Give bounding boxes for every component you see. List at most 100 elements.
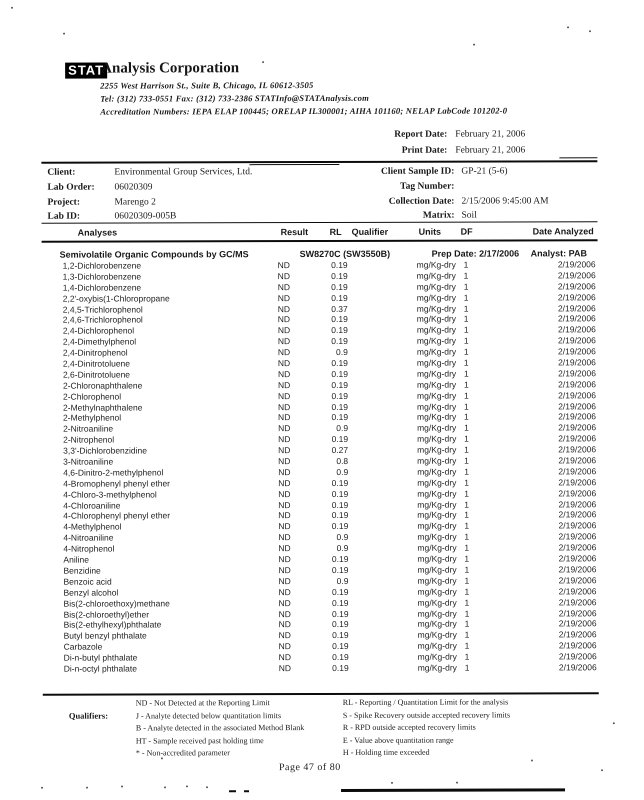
rl-value: 0.19 [331,357,348,368]
df-value: 1 [463,357,469,368]
df-value: 1 [463,270,469,281]
rl-value: 0.19 [331,325,348,336]
scan-noise-dot [530,759,533,762]
date-analyzed-value: 2/19/2006 [558,433,597,444]
client-label: Client: [47,167,76,178]
date-analyzed-value: 2/19/2006 [558,455,597,466]
col-rl: RL [329,226,342,237]
df-value: 1 [463,368,469,379]
divider [41,239,598,243]
rl-value: 0.19 [331,553,349,565]
units-value: mg/Kg-dry [417,597,457,608]
rl-value: 0.8 [336,455,349,466]
date-analyzed-value: 2/19/2006 [558,520,597,531]
units-value: mg/Kg-dry [417,542,457,553]
qualifier-line: R - RPD outside accepted recovery limits [342,722,476,733]
col-analyses: Analyses [77,227,118,238]
col-df: DF [460,226,473,237]
date-analyzed-value: 2/19/2006 [558,487,597,499]
analyte-name: Benzoic acid [63,576,112,587]
result-value: ND [278,521,291,532]
date-analyzed-value: 2/19/2006 [558,357,596,368]
units-value: mg/Kg-dry [417,608,457,619]
df-value: 1 [464,651,470,662]
scan-noise-dot [164,786,167,789]
units-value: mg/Kg-dry [416,379,457,390]
df-value: 1 [463,281,469,292]
df-value: 1 [463,346,469,357]
qualifiers-label: Qualifiers: [68,710,109,721]
divider [41,221,598,224]
client-sample-id-label: Client Sample ID: [381,166,455,177]
rl-value: 0.9 [336,423,349,434]
qualifier-line: * - Non-accredited parameter [135,748,230,758]
analyte-name: 3,3'-Dichlorobenzidine [63,445,147,456]
analyte-name: 2-Nitroaniline [63,423,114,435]
date-analyzed-value: 2/19/2006 [557,302,596,313]
df-value: 1 [464,433,469,444]
analyte-name: 2-Chlorophenol [62,391,122,402]
result-value: ND [277,303,291,314]
analyte-name: 3-Nitroaniline [63,456,114,467]
divider-artifact [249,163,340,166]
rl-value: 0.9 [336,575,349,586]
units-value: mg/Kg-dry [416,281,456,292]
scan-noise-dot [390,781,394,784]
result-value: ND [278,597,291,608]
units-value: mg/Kg-dry [417,564,457,575]
result-value: ND [277,270,290,282]
df-value: 1 [464,608,470,619]
analyte-name: 2,4-Dinitrophenol [62,347,128,358]
rl-value: 0.9 [336,347,348,358]
matrix-label: Matrix: [422,210,455,221]
result-value: ND [278,434,291,445]
company-accreditation: Accreditation Numbers: IEPA ELAP 100445;… [100,105,508,117]
units-value: mg/Kg-dry [416,270,456,281]
col-units: Units [418,226,442,237]
analyte-name: 4-Bromophenyl phenyl ether [63,478,171,489]
rl-value: 0.19 [331,292,348,303]
units-value: mg/Kg-dry [416,368,457,379]
date-analyzed-value: 2/19/2006 [558,422,597,433]
analyte-name: 2-Methylphenol [63,412,122,424]
df-value: 1 [464,553,470,564]
df-value: 1 [464,597,470,608]
rl-value: 0.27 [331,445,349,456]
analyte-name: 1,2-Dichlorobenzene [62,260,142,271]
section-method: SW8270C (SW3550B) [299,248,391,260]
date-analyzed-value: 2/19/2006 [558,400,597,411]
date-analyzed-value: 2/19/2006 [557,324,596,335]
units-value: mg/Kg-dry [417,444,457,455]
rl-value: 0.19 [331,521,349,532]
units-value: mg/Kg-dry [417,651,457,662]
rl-value: 0.19 [331,499,349,510]
company-contact: Tel: (312) 733-0551 Fax: (312) 733-2386 … [100,92,370,104]
project-value: Marengo 2 [114,197,156,208]
units-value: mg/Kg-dry [417,662,457,673]
result-value: ND [278,477,291,488]
rl-value: 0.9 [336,532,349,543]
result-value: ND [277,325,291,336]
rl-value: 0.19 [332,662,349,673]
page-number: Page 47 of 80 [278,761,341,774]
divider [42,692,599,696]
df-value: 1 [464,640,470,651]
df-value: 1 [463,324,469,335]
rl-value: 0.9 [336,466,349,477]
analyte-name: 2-Chloronaphthalene [62,380,143,391]
date-analyzed-value: 2/19/2006 [558,335,596,346]
scan-artifact-dash [244,790,250,793]
analyte-name: Aniline [63,554,89,565]
units-value: mg/Kg-dry [417,433,457,445]
lab-id-value: 06020309-005B [114,211,177,222]
rl-value: 0.19 [331,336,348,347]
analyte-name: 4,6-Dinitro-2-methylphenol [63,467,164,478]
units-value: mg/Kg-dry [416,292,456,303]
analyte-name: 2,4,5-Trichlorophenol [62,304,143,315]
df-value: 1 [463,379,469,390]
scan-noise-dot [455,781,459,784]
result-value: ND [278,532,291,543]
df-value: 1 [464,510,470,521]
units-value: mg/Kg-dry [417,499,457,510]
date-analyzed-value: 2/19/2006 [558,477,597,488]
